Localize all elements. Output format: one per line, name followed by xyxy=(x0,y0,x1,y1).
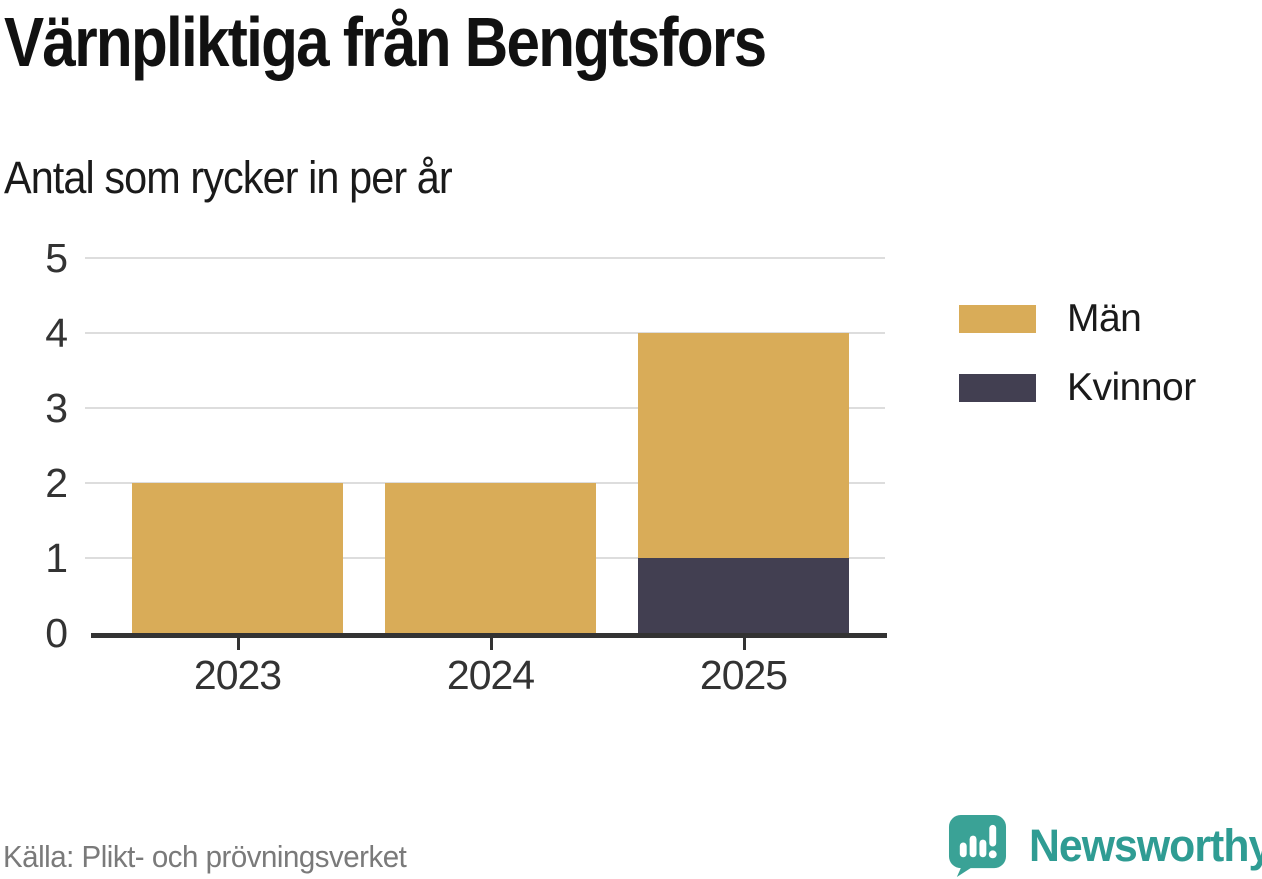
legend: Män Kvinnor xyxy=(959,299,1196,437)
y-label-4: 4 xyxy=(45,310,68,356)
newsworthy-logo-icon xyxy=(948,815,1007,877)
x-axis-line xyxy=(91,633,887,638)
legend-item-kvinnor: Kvinnor xyxy=(959,368,1196,407)
x-tick-2024 xyxy=(489,636,493,650)
plot-area: 2023 2024 2025 xyxy=(85,257,887,698)
x-label-2025: 2025 xyxy=(699,652,788,698)
bar-2023-män xyxy=(132,483,343,633)
brand-logo: Newsworthy xyxy=(948,814,1262,877)
bar-2025-män xyxy=(638,333,849,558)
chart-subtitle: Antal som rycker in per år xyxy=(4,152,453,203)
y-label-0: 0 xyxy=(45,610,68,656)
legend-item-man: Män xyxy=(959,299,1196,338)
y-label-1: 1 xyxy=(45,535,68,581)
brand-wordmark: Newsworthy xyxy=(1029,820,1262,871)
gridline-y3 xyxy=(85,407,885,409)
y-label-2: 2 xyxy=(45,460,68,506)
source-note: Källa: Plikt- och prövningsverket xyxy=(3,839,407,874)
legend-swatch-kvinnor xyxy=(959,373,1036,402)
y-label-5: 5 xyxy=(45,235,68,281)
x-tick-2023 xyxy=(236,636,240,650)
bar-2024-män xyxy=(385,483,596,633)
x-label-2023: 2023 xyxy=(193,652,282,698)
bar-2025-kvinnor xyxy=(638,558,849,633)
y-label-3: 3 xyxy=(45,385,68,431)
x-tick-2025 xyxy=(742,636,746,650)
legend-label-man: Män xyxy=(1067,297,1142,340)
chart-title: Värnpliktiga från Bengtsfors xyxy=(4,3,767,81)
x-label-2024: 2024 xyxy=(446,652,535,698)
gridline-y4 xyxy=(85,332,885,334)
legend-label-kvinnor: Kvinnor xyxy=(1067,366,1196,409)
gridline-y5 xyxy=(85,257,885,259)
legend-swatch-man xyxy=(959,304,1036,333)
